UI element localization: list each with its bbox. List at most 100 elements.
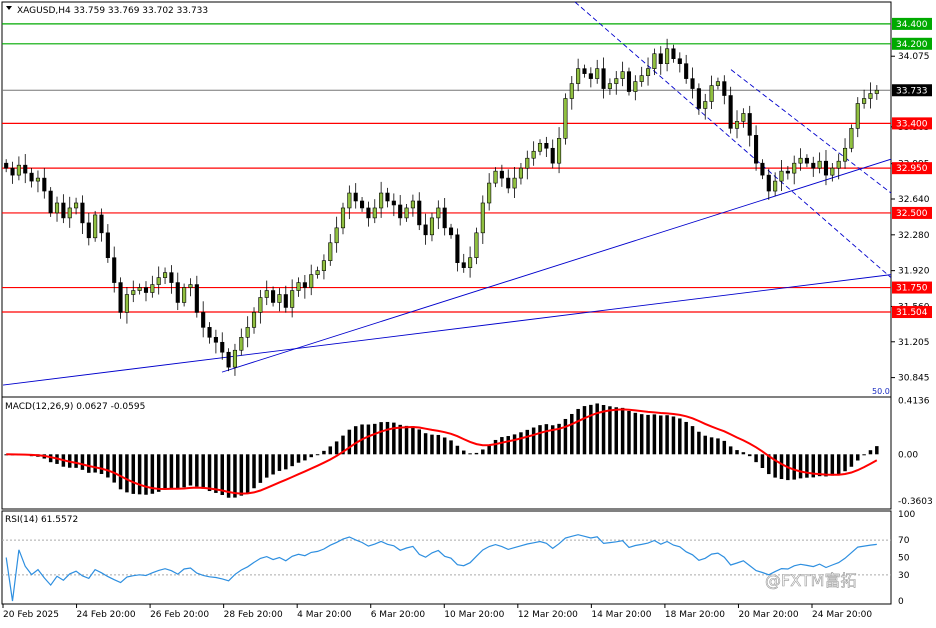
bull-candle: [296, 282, 301, 291]
trend-line[interactable]: [221, 158, 892, 373]
macd-histogram-bar: [767, 454, 771, 475]
bear-candle: [48, 190, 53, 214]
time-axis-label: 20 Feb 2025: [3, 610, 59, 620]
macd-histogram-bar: [633, 412, 638, 455]
bull-candle: [798, 157, 803, 164]
bull-candle: [93, 214, 98, 239]
macd-histogram-bar: [322, 450, 326, 455]
macd-histogram-bar: [544, 424, 549, 455]
macd-histogram-bar: [296, 454, 301, 463]
bear-candle: [582, 68, 587, 74]
bull-candle: [665, 48, 670, 64]
current-price-label: 33.733: [896, 86, 928, 96]
macd-histogram-bar: [436, 434, 441, 455]
bull-candle: [817, 160, 822, 169]
macd-histogram-bar: [620, 407, 625, 455]
macd-histogram-bar: [500, 437, 504, 455]
macd-histogram-bar: [481, 449, 485, 455]
symbol-info: XAGUSD,H4 33.759 33.769 33.702 33.733: [17, 6, 208, 16]
macd-histogram-bar: [176, 454, 180, 489]
bull-candle: [836, 160, 841, 169]
macd-histogram-bar: [589, 404, 593, 455]
bull-candle: [309, 274, 314, 288]
bull-candle: [487, 182, 492, 204]
bull-candle: [137, 287, 142, 291]
bull-candle: [557, 138, 562, 164]
macd-histogram-bar: [563, 418, 568, 455]
bull-candle: [537, 142, 543, 152]
corner-label: 50.0: [872, 387, 890, 396]
macd-histogram-bar: [849, 454, 854, 467]
macd-histogram-bar: [639, 414, 644, 455]
macd-histogram-bar: [118, 454, 123, 490]
macd-histogram-bar: [4, 454, 8, 456]
bull-candle: [404, 207, 409, 219]
macd-histogram-bar: [665, 415, 669, 455]
bull-candle: [576, 68, 581, 84]
macd-histogram-bar: [811, 454, 816, 478]
bear-candle: [506, 177, 511, 189]
macd-histogram-bar: [652, 414, 657, 455]
trend-line[interactable]: [2, 274, 892, 386]
bear-candle: [353, 192, 358, 202]
bear-candle: [804, 157, 809, 164]
time-axis-label: 24 Mar 20:00: [812, 610, 872, 620]
bear-candle: [423, 224, 428, 236]
bull-candle: [156, 277, 161, 285]
bear-candle: [4, 162, 9, 169]
macd-histogram-bar: [207, 454, 212, 492]
macd-histogram-bar: [341, 435, 345, 455]
macd-axis-label: -0.3603: [898, 497, 933, 507]
price-axis-label: 32.280: [898, 231, 930, 241]
macd-histogram-bar: [264, 454, 269, 478]
time-axis-label: 24 Feb 20:00: [77, 610, 136, 620]
bull-candle: [468, 257, 473, 268]
level-price-tag: [892, 117, 932, 130]
macd-histogram-bar: [468, 453, 472, 455]
trend-line[interactable]: [574, 1, 892, 278]
bear-candle: [417, 200, 422, 226]
bear-candle: [766, 174, 771, 192]
macd-histogram-bar: [474, 452, 479, 455]
bull-candle: [340, 207, 346, 229]
rsi-axis-label: 50: [898, 554, 910, 564]
bull-candle: [639, 75, 644, 82]
macd-histogram-bar: [309, 454, 313, 458]
trend-line[interactable]: [730, 69, 892, 194]
level-price-tag: [892, 306, 932, 319]
bull-candle: [830, 167, 835, 176]
bear-candle: [722, 81, 727, 96]
bull-candle: [614, 78, 619, 84]
macd-histogram-bar: [550, 425, 555, 455]
bear-candle: [823, 160, 829, 176]
bear-candle: [747, 113, 752, 136]
macd-histogram-bar: [614, 407, 619, 455]
macd-histogram-bar: [290, 454, 294, 467]
macd-histogram-bar: [385, 421, 390, 455]
bear-candle: [302, 282, 307, 288]
macd-histogram-bar: [557, 423, 561, 455]
bear-candle: [398, 204, 403, 219]
macd-histogram-bar: [252, 454, 256, 489]
bear-candle: [754, 135, 759, 164]
bull-candle: [855, 103, 860, 129]
watermark: @FXTM富拓: [765, 571, 856, 590]
macd-histogram-bar: [137, 454, 142, 495]
macd-histogram-bar: [506, 436, 510, 455]
bear-candle: [143, 287, 149, 293]
symbol-dropdown-icon[interactable]: [6, 6, 12, 10]
bear-candle: [696, 88, 701, 109]
bull-candle: [525, 157, 530, 169]
bear-candle: [271, 290, 276, 303]
time-axis-label: 14 Mar 20:00: [591, 610, 651, 620]
macd-histogram-bar: [379, 422, 383, 455]
macd-histogram-bar: [284, 454, 288, 470]
bull-candle: [429, 217, 435, 236]
macd-histogram-bar: [277, 454, 282, 471]
bear-candle: [80, 202, 85, 224]
bull-candle: [620, 71, 625, 79]
macd-histogram-bar: [646, 414, 650, 455]
macd-histogram-bar: [315, 454, 320, 456]
